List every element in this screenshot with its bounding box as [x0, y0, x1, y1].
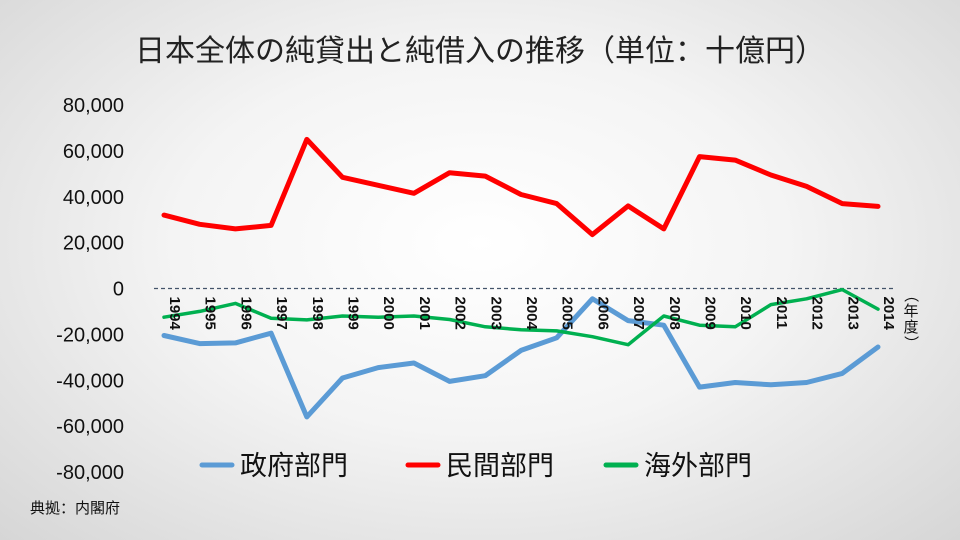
legend-label: 政府部門: [240, 451, 348, 482]
x-tick-label: 2007: [630, 297, 647, 330]
x-axis: 1994 1995 1996 1997 1998 1999 2000 2001 2002 2003…: [166, 297, 897, 331]
x-unit-label: （年度）: [902, 287, 920, 350]
x-tick-label: 1999: [345, 297, 362, 330]
x-tick-label: 1998: [309, 297, 326, 330]
y-tick-label: 20,000: [63, 233, 124, 255]
x-tick-label: 2000: [380, 297, 397, 330]
x-unit-char: 度: [903, 318, 918, 336]
series-line: [161, 296, 881, 420]
legend-label: 民間部門: [446, 451, 554, 482]
x-tick-label: 1997: [273, 297, 290, 330]
y-tick-label: -20,000: [56, 324, 124, 346]
y-tick-label: 80,000: [63, 95, 124, 117]
x-tick-label: 2005: [559, 297, 576, 330]
x-tick-label: 2002: [452, 297, 469, 330]
x-tick-label: 1994: [166, 297, 183, 331]
x-tick-label: 2003: [487, 297, 504, 330]
x-tick-label: 1996: [237, 297, 254, 330]
x-unit-char: （: [902, 287, 920, 302]
legend-label: 海外部門: [644, 451, 752, 482]
series-line: [162, 287, 880, 347]
x-tick-label: 2006: [594, 297, 611, 330]
y-tick-label: 60,000: [63, 141, 124, 163]
y-tick-label: -40,000: [56, 370, 124, 392]
series-line: [161, 136, 881, 238]
series-layer: [161, 136, 881, 420]
x-tick-label: 2008: [666, 297, 683, 330]
x-tick-label: 1995: [202, 297, 219, 330]
legend: 政府部門 民間部門 海外部門: [199, 451, 752, 482]
x-tick-label: 2010: [737, 297, 754, 330]
x-tick-label: 2009: [702, 297, 719, 330]
source-note: 典拠：内閣府: [30, 499, 121, 517]
x-tick-label: 2012: [809, 297, 826, 330]
y-axis: 80,000 60,000 40,000 20,000 0 -20,000 -40,000 -…: [56, 95, 124, 484]
x-tick-label: 2001: [416, 297, 433, 330]
x-unit-char: ）: [902, 335, 920, 350]
x-tick-label: 2014: [880, 297, 897, 331]
x-tick-label: 2004: [523, 297, 540, 331]
x-tick-label: 2013: [844, 297, 861, 330]
y-tick-label: -80,000: [56, 462, 124, 484]
x-unit-char: 年: [903, 302, 918, 320]
y-tick-label: 40,000: [63, 187, 124, 209]
x-tick-label: 2011: [773, 297, 790, 330]
chart-title: 日本全体の純貸出と純借入の推移（単位：十億円）: [135, 34, 825, 69]
y-tick-label: 0: [113, 279, 124, 301]
y-tick-label: -60,000: [56, 416, 124, 438]
